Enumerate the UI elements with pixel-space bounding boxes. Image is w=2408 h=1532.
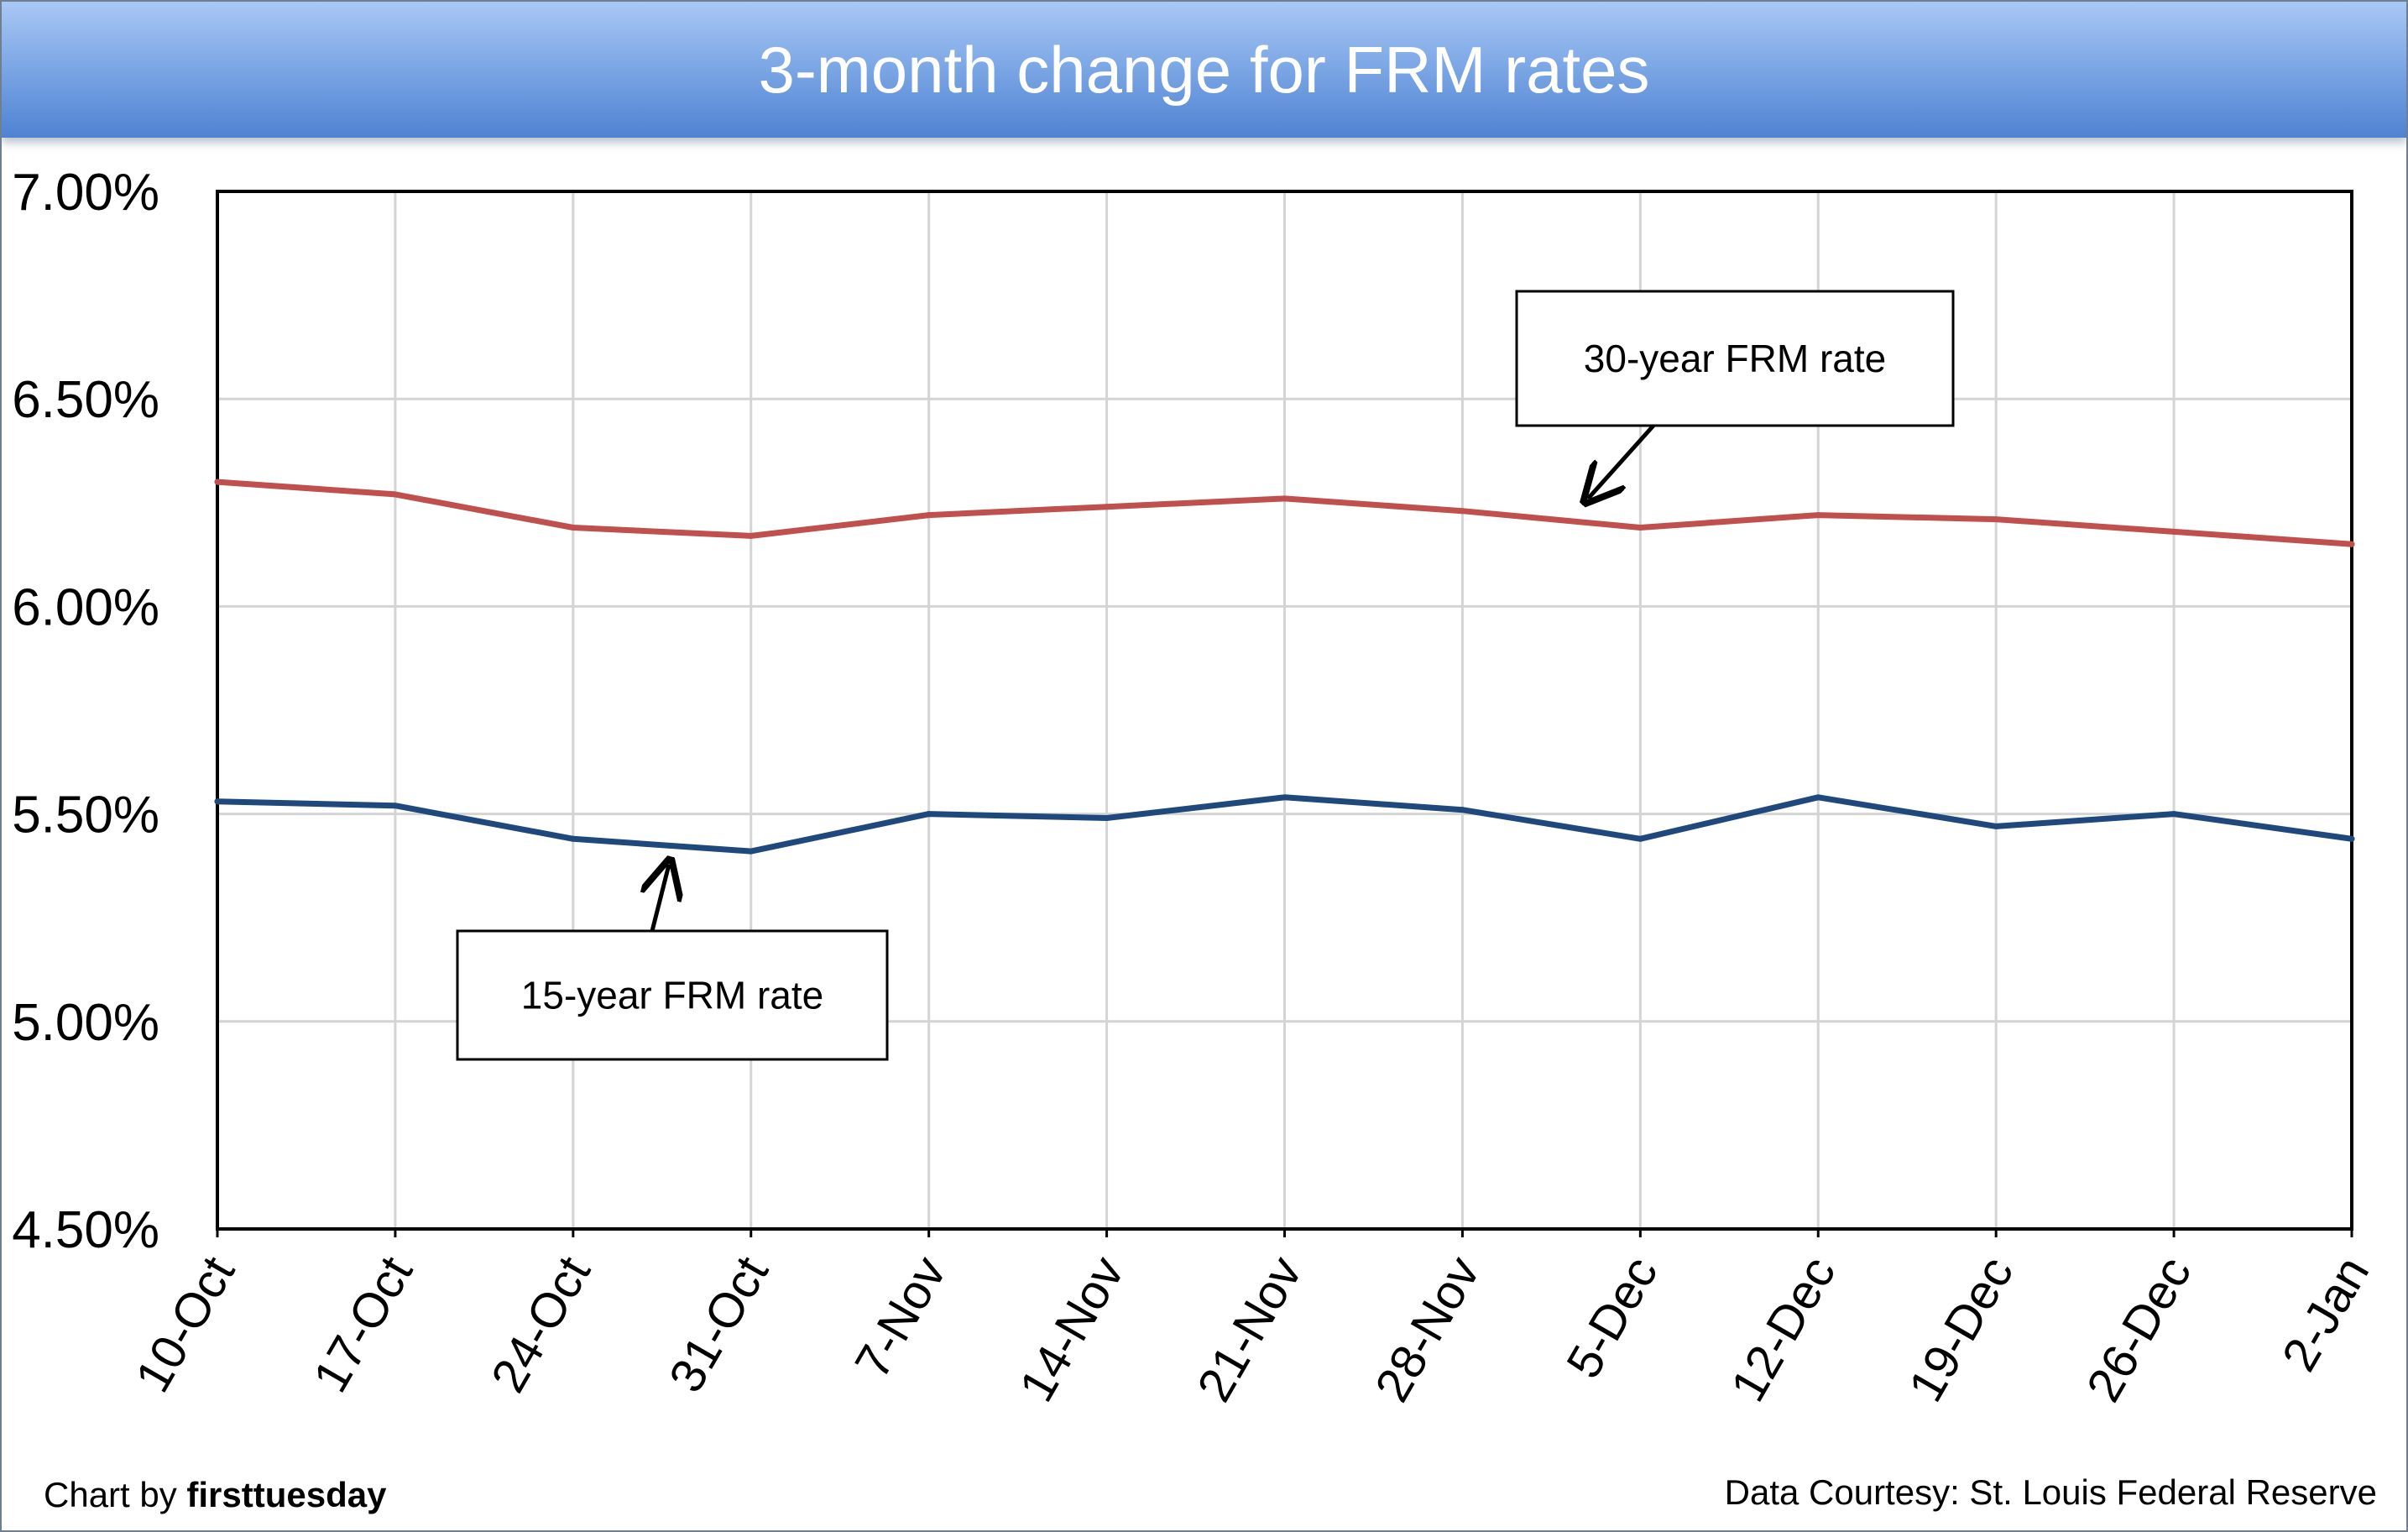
x-tick-label: 14-Nov	[1009, 1247, 1135, 1410]
credit-prefix: Chart by	[44, 1475, 187, 1514]
data-point	[1993, 823, 1999, 829]
data-point	[1637, 524, 1643, 531]
y-tick-label: 4.50%	[12, 1201, 159, 1259]
data-point	[1282, 794, 1288, 801]
data-point	[1815, 794, 1821, 801]
y-tick-label: 6.50%	[12, 371, 159, 429]
x-tick-label: 21-Nov	[1187, 1247, 1313, 1410]
callout-box	[1515, 290, 1955, 427]
x-tick-label: 28-Nov	[1365, 1247, 1491, 1410]
x-tick-label: 10-Oct	[125, 1247, 245, 1401]
x-tick-label: 17-Oct	[303, 1247, 423, 1401]
data-point	[1459, 508, 1465, 515]
callout-label: 15-year FRM rate	[521, 974, 823, 1017]
data-point	[1282, 495, 1288, 502]
data-point	[392, 803, 399, 809]
data-point	[926, 811, 932, 818]
data-point	[1459, 807, 1465, 813]
y-tick-label: 6.00%	[12, 578, 159, 636]
callout-arrow	[652, 865, 669, 932]
data-point	[2170, 811, 2177, 818]
callout-arrow	[1588, 424, 1655, 499]
data-point	[1993, 516, 1999, 523]
y-tick-label: 5.50%	[12, 787, 159, 844]
credit-brand: firsttuesday	[186, 1475, 387, 1514]
data-point	[2348, 835, 2355, 842]
chart-credit: Chart by firsttuesday	[44, 1475, 386, 1515]
title-bar: 3-month change for FRM rates	[2, 2, 2406, 138]
data-point	[926, 512, 932, 519]
callout-label: 30-year FRM rate	[1584, 337, 1886, 380]
data-source: Data Courtesy: St. Louis Federal Reserve	[1724, 1472, 2377, 1512]
x-tick-label: 19-Dec	[1899, 1247, 2024, 1410]
chart-title: 3-month change for FRM rates	[758, 33, 1650, 107]
data-point	[1637, 835, 1643, 842]
y-tick-label: 5.00%	[12, 994, 159, 1052]
data-point	[570, 524, 577, 531]
data-point	[1815, 512, 1821, 519]
data-point	[1104, 504, 1110, 510]
x-tick-label: 5-Dec	[1556, 1247, 1669, 1387]
x-tick-label: 7-Nov	[844, 1247, 957, 1387]
data-point	[748, 848, 755, 855]
callout-box	[456, 929, 889, 1061]
x-tick-label: 31-Oct	[659, 1247, 779, 1401]
data-point	[2170, 528, 2177, 535]
data-point	[1104, 815, 1110, 822]
x-tick-label: 24-Oct	[481, 1247, 601, 1401]
data-point	[570, 835, 577, 842]
plot-area-border	[216, 190, 2353, 1231]
data-point	[214, 478, 221, 485]
x-tick-label: 2-Jan	[2271, 1247, 2379, 1380]
data-point	[2348, 541, 2355, 547]
x-tick-label: 26-Dec	[2076, 1247, 2202, 1410]
data-point	[214, 798, 221, 805]
y-tick-label: 7.00%	[12, 164, 159, 222]
x-tick-label: 12-Dec	[1721, 1247, 1846, 1410]
data-point	[748, 532, 755, 539]
data-point	[392, 491, 399, 498]
